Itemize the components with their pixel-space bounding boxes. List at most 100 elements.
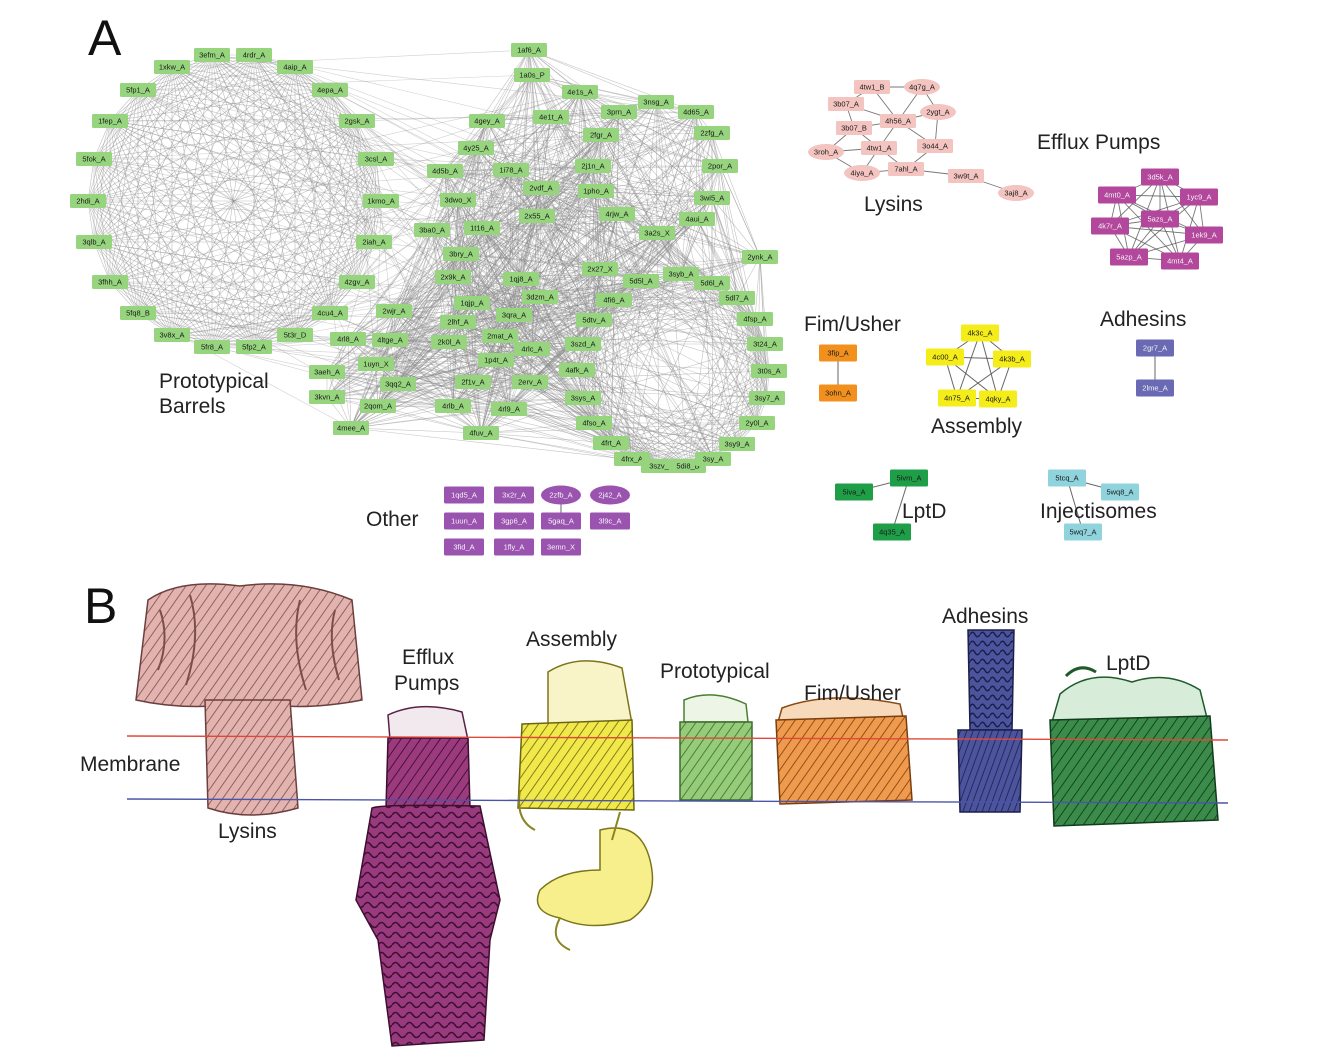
network-node: 4e1s_A [562,85,598,99]
edge [294,200,382,336]
node-label: 4h56_A [885,117,911,126]
edge [93,158,382,202]
network-node: 5gaq_A [541,512,581,530]
edge [253,158,377,348]
node-shape [541,512,581,530]
edge [592,111,697,167]
node-label: 1qjp_A [460,299,483,308]
edge [528,49,657,103]
edge [109,54,213,283]
edge [253,281,358,348]
node-shape [1048,469,1086,487]
edge [539,213,618,298]
node-shape [576,313,612,327]
node-label: 4rjw_A [606,210,629,219]
network-node: 4gey_A [469,114,505,128]
node-shape [514,342,550,356]
edge [137,89,331,314]
node-label: 1kmo_A [367,197,395,206]
node-shape [678,105,714,119]
node-shape [503,272,539,286]
edge [460,253,601,270]
node-shape [808,144,844,160]
node-label: 4k3b_A [999,355,1024,364]
network-node: 3d5k_A [1141,168,1179,186]
edge [592,132,713,167]
node-label: 4d5b_A [432,167,458,176]
edge [610,442,738,445]
edge [656,232,758,424]
node-label: 1t16_A [470,224,494,233]
edge [356,120,766,345]
node-shape [330,332,366,346]
node-label: 1a0s_P [519,71,544,80]
node-label: 3aj8_A [1004,189,1027,198]
edge [582,397,758,424]
network-node: 4fso_A [576,416,612,430]
edge [471,111,697,304]
edge [93,89,139,243]
node-shape [979,390,1017,408]
edge [211,54,770,372]
edge [137,54,255,314]
node-shape [494,512,534,530]
node-shape [444,538,484,556]
node-label: 4k7r_A [1098,222,1122,231]
node-label: 4k3c_A [967,329,992,338]
node-shape [926,348,964,366]
edge [377,339,391,407]
node-label: 2gsk_A [344,117,369,126]
node-label: 2ynk_A [747,253,772,262]
edge [448,296,541,343]
edge [109,66,296,283]
edge [600,134,713,199]
node-label: 2gr7_A [1143,344,1167,353]
edge [600,134,721,167]
edge [431,229,601,270]
network-node: 3sy7_A [749,391,785,405]
edge [329,89,682,275]
edge [211,346,510,410]
edge [631,280,642,460]
node-label: 2zfb_A [549,491,572,500]
edge [576,369,689,467]
node-shape [917,139,953,153]
node-shape [511,43,547,57]
node-shape [236,340,272,354]
network-node: 3kvn_A [309,390,345,404]
node-shape [339,275,375,289]
edge [377,132,713,407]
edge [397,335,501,385]
network-node: 2x55_A [519,209,555,223]
node-label: 3ba0_A [419,226,445,235]
node-shape [339,114,375,128]
node-shape [455,375,491,389]
edge [93,241,766,345]
edge [375,158,594,167]
network-node: 3ohn_A [819,384,857,402]
edge [593,318,756,321]
node-shape [596,293,632,307]
edge [431,147,477,231]
node-shape [380,377,416,391]
node-label: 3ohn_A [825,389,851,398]
edge [472,343,584,383]
node-shape [440,193,476,207]
node-shape [844,165,880,181]
edge [109,120,139,314]
node-label: 3sy9_A [724,440,749,449]
edge [531,348,660,467]
node-label: 3x2r_A [502,491,526,500]
node-label: 4rlb_A [442,402,464,411]
node-label: 2ygt_A [926,108,949,117]
edge [329,278,522,314]
edge [593,422,714,460]
group-label-prototypical-line1: Prototypical [159,370,269,393]
edge [658,397,768,467]
edge [109,120,358,283]
group-label-prototypical-line2: Barrels [159,395,226,418]
edge [452,276,615,301]
edge [1159,176,1205,236]
edge [109,281,213,348]
edge [347,321,459,340]
